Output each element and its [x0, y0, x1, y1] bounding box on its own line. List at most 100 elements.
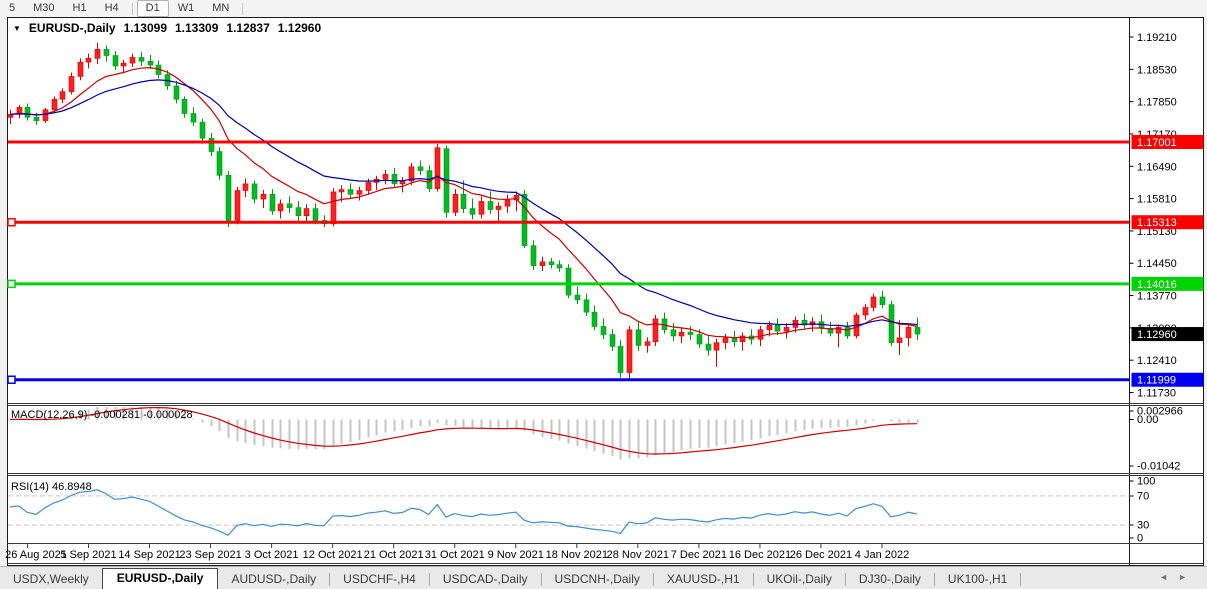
rsi-tick-label: 30	[1137, 520, 1149, 532]
price-tag-label: 1.11999	[1137, 375, 1176, 387]
candle-body	[120, 62, 127, 67]
chart-tab-xauusd-h1[interactable]: XAUUSD-,H1	[666, 572, 740, 586]
candle-body	[731, 337, 738, 342]
chart-canvas[interactable]: 1.192101.185301.178501.171701.164901.158…	[0, 17, 1207, 566]
level-handle[interactable]	[7, 217, 16, 227]
chart-tab-usdchf-h4[interactable]: USDCHF-,H4	[343, 572, 416, 586]
chart-tab-audusd-daily[interactable]: AUDUSD-,Daily	[231, 572, 317, 586]
chart-tab-bar: USDX,Weekly EURUSD-,Daily AUDUSD-,Daily USD…	[0, 566, 1207, 589]
chart-tab-usdcad-daily[interactable]: USDCAD-,Daily	[442, 572, 528, 586]
chart-tab-uk100-h1[interactable]: UK100-,H1	[947, 572, 1008, 586]
timeframe-button-mn[interactable]: MN	[212, 2, 230, 14]
tab-divider	[428, 573, 430, 586]
candle-body	[460, 194, 467, 209]
price-tick-label: 1.18530	[1137, 64, 1177, 76]
macd-header: MACD(12,26,9) -0.000281 -0.000028	[11, 409, 193, 421]
candle-body	[896, 337, 903, 343]
symbol-dropdown-icon[interactable]: ▼	[13, 23, 21, 33]
chart-title: ▼ EURUSD-,Daily 1.13099 1.13309 1.12837 …	[13, 21, 328, 35]
candle-body	[190, 113, 197, 123]
candle-body	[434, 147, 441, 189]
candle-body	[652, 318, 659, 342]
chart-tab-eurusd-daily[interactable]: EURUSD-,Daily	[101, 568, 219, 589]
level-handle[interactable]	[7, 375, 16, 384]
toolbar-separator	[131, 2, 133, 15]
candle-body	[862, 307, 869, 316]
date-label: 21 Oct 2021	[364, 549, 424, 561]
chart-tab-usdcnh-daily[interactable]: USDCNH-,Daily	[554, 572, 640, 586]
chart-tab-ukoil-daily[interactable]: UKOil-,Daily	[766, 572, 832, 586]
price-tick-label: 1.16490	[1137, 161, 1177, 173]
rsi-panel: RSI(14) 46.8948 100 70 300	[8, 476, 1155, 545]
candle-body	[42, 109, 49, 121]
ohlc-high: 1.13309	[175, 21, 219, 35]
candle-body	[277, 203, 284, 212]
candle-body	[757, 329, 764, 340]
candle-body	[269, 194, 276, 212]
timeframe-button-d1[interactable]: D1	[136, 0, 169, 17]
chart-symbol-label: EURUSD-,Daily	[28, 21, 116, 35]
candle-body	[617, 346, 624, 373]
macd-tick-label: 0.002966	[1137, 406, 1183, 418]
current-price-label: 1.12960	[1137, 329, 1177, 341]
candle-body	[565, 267, 572, 296]
chart-tab-dj30-daily[interactable]: DJ30-,Daily	[858, 572, 921, 586]
candle-body	[417, 166, 424, 171]
candle-body	[705, 343, 712, 351]
tab-scroll-left-icon[interactable]: ◄	[1159, 572, 1179, 582]
timeframe-button-w1[interactable]: W1	[177, 2, 195, 14]
timeframe-button-m30[interactable]: M30	[33, 2, 55, 14]
candle-body	[809, 321, 816, 326]
macd-tick-label: 0.00	[1137, 414, 1158, 426]
candle-body	[504, 199, 511, 207]
tab-scroll-right-icon[interactable]: ►	[1178, 572, 1197, 582]
candle-body	[408, 166, 415, 182]
date-label: 16 Dec 2021	[729, 549, 791, 561]
tab-divider	[652, 573, 654, 586]
candle-body	[905, 327, 912, 339]
ohlc-low: 1.12837	[226, 21, 270, 35]
candle-body	[295, 207, 302, 217]
rsi-tick-label: 70	[1137, 491, 1149, 503]
timeframe-button-h4[interactable]: H4	[104, 2, 119, 14]
candle-body	[181, 98, 188, 114]
candle-body	[678, 331, 685, 337]
macd-panel: MACD(12,26,9) -0.000281 -0.000028 0.00296…	[9, 406, 1183, 473]
candle-body	[112, 55, 119, 67]
candle-body	[24, 107, 31, 118]
macd-signal-line	[9, 406, 917, 455]
candle-body	[888, 304, 895, 343]
candle-body	[147, 60, 154, 66]
candle-body	[495, 205, 502, 210]
candle-body	[835, 327, 842, 334]
candle-body	[16, 107, 23, 115]
date-label: 9 Nov 2021	[488, 549, 544, 561]
tab-divider	[1020, 573, 1022, 586]
date-label: 28 Nov 2021	[607, 549, 669, 561]
candle-body	[77, 61, 84, 77]
candle-body	[347, 189, 354, 195]
candle-body	[59, 91, 66, 100]
ohlc-close: 1.12960	[277, 21, 322, 35]
candle-body	[530, 245, 537, 266]
candle-body	[85, 58, 92, 63]
candle-body	[216, 151, 223, 176]
candle-body	[138, 57, 145, 62]
candle-body	[338, 189, 345, 193]
date-label: 26 Aug 2021	[5, 549, 67, 561]
date-label: 5 Sep 2021	[60, 549, 116, 561]
level-handle[interactable]	[7, 279, 16, 289]
price-tick-label: 1.19210	[1137, 32, 1177, 44]
candle-body	[879, 296, 886, 305]
chart-tab-usdx-weekly[interactable]: USDX,Weekly	[13, 572, 89, 586]
candle-body	[521, 194, 528, 246]
timeframe-button-h1[interactable]: H1	[72, 2, 87, 14]
candle-body	[391, 174, 398, 185]
ma-fast-line	[9, 66, 918, 339]
price-tag-label: 1.14016	[1137, 279, 1177, 291]
candle-body	[94, 49, 101, 59]
macd-tick-label: -0.01042	[1137, 461, 1180, 473]
timeframe-button-5[interactable]: 5	[9, 2, 16, 14]
candle-body	[129, 57, 136, 64]
